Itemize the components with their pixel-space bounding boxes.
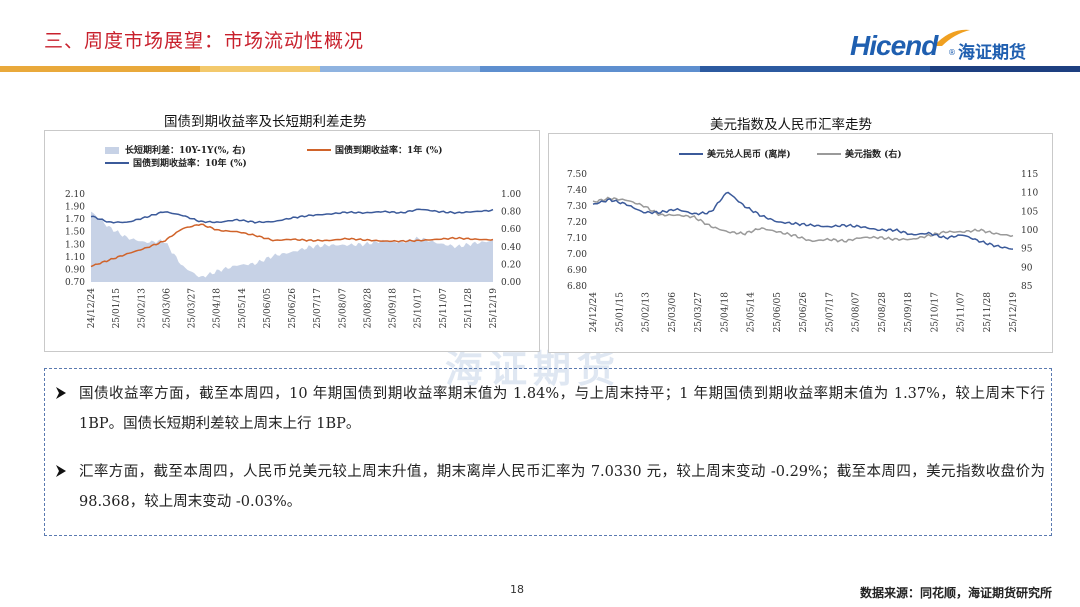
- x-tick-label: 25/08/07: [338, 288, 348, 329]
- y-right-tick-label: 1.00: [501, 190, 521, 200]
- x-tick-label: 25/08/07: [852, 292, 862, 333]
- logo-cn-text: 海证期货: [958, 43, 1026, 63]
- y-left-tick-label: 6.80: [567, 282, 587, 292]
- x-tick-label: 24/12/24: [589, 292, 599, 333]
- legend-label: 美元指数 (右): [845, 148, 902, 160]
- x-tick-label: 25/12/19: [1009, 292, 1019, 333]
- summary-paragraph-bonds: 国债收益率方面，截至本周四，10 年期国债到期收益率期末值为 1.84%，与上周…: [55, 379, 1045, 439]
- data-source: 数据来源：同花顺，海证期货研究所: [859, 586, 1052, 600]
- x-tick-label: 25/11/28: [983, 292, 993, 333]
- x-tick-label: 25/01/15: [615, 292, 625, 333]
- spread-area: [91, 211, 493, 282]
- x-tick-label: 25/02/13: [137, 288, 147, 329]
- y-left-tick-label: 7.50: [567, 170, 587, 180]
- chart2-title: 美元指数及人民币汇率走势: [710, 117, 872, 133]
- y-right-tick-label: 85: [1021, 282, 1033, 292]
- hicend-logo: Hicend ® 海证期货: [850, 26, 1050, 66]
- y-left-tick-label: 7.20: [567, 218, 587, 228]
- y-left-tick-label: 7.00: [567, 250, 587, 260]
- x-tick-label: 24/12/24: [87, 288, 97, 329]
- summary-fx-text: 汇率方面，截至本周四，人民币兑美元较上周末升值，期末离岸人民币汇率为 7.033…: [79, 464, 1045, 510]
- x-tick-label: 25/03/27: [694, 292, 704, 333]
- page-title: 三、周度市场展望：市场流动性概况: [44, 30, 365, 52]
- x-tick-label: 25/06/05: [773, 292, 783, 333]
- chart2-panel: 7.50 7.40 7.30 7.20 7.10 7.00 6.90 6.80 115 110 10…: [548, 133, 1053, 353]
- x-tick-label: 25/11/07: [957, 292, 967, 333]
- yield-10y-line: [90, 208, 494, 224]
- x-tick-label: 25/05/14: [747, 292, 757, 333]
- x-tick-label: 25/04/18: [720, 292, 730, 333]
- y-left-tick-label: 1.90: [65, 203, 85, 213]
- x-tick-label: 25/03/27: [188, 288, 198, 329]
- page-number: 18: [510, 583, 524, 596]
- y-right-tick-label: 0.60: [501, 225, 521, 235]
- x-tick-label: 25/10/17: [414, 288, 424, 329]
- legend-label: 国债到期收益率：1年 (%): [335, 144, 442, 156]
- y-left-tick-label: 7.10: [567, 234, 587, 244]
- x-tick-label: 25/05/14: [238, 288, 248, 329]
- x-tick-label: 25/06/05: [263, 288, 273, 329]
- usd-index-line: [592, 196, 1014, 243]
- arrow-bullet-icon: [56, 387, 66, 399]
- logo-registered-mark: ®: [948, 48, 956, 57]
- x-tick-label: 25/04/18: [213, 288, 223, 329]
- watermark: 海证期货: [445, 347, 622, 391]
- y-left-tick-label: 0.90: [65, 265, 85, 275]
- legend-label: 美元兑人民币 (离岸): [707, 148, 791, 160]
- y-left-tick-label: 7.30: [567, 202, 587, 212]
- y-left-tick-label: 2.10: [65, 190, 85, 200]
- fx-chart: 7.50 7.40 7.30 7.20 7.10 7.00 6.90 6.80 115 110 10…: [567, 148, 1038, 333]
- summary-bonds-text: 国债收益率方面，截至本周四，10 年期国债到期收益率期末值为 1.84%，与上周…: [79, 386, 1045, 432]
- y-right-tick-label: 0.00: [501, 278, 521, 288]
- yield-1y-line: [90, 223, 494, 268]
- y-left-tick-label: 1.10: [65, 253, 85, 263]
- summary-box: 国债收益率方面，截至本周四，10 年期国债到期收益率期末值为 1.84%，与上周…: [44, 368, 1052, 536]
- arrow-bullet-icon: [56, 465, 66, 477]
- x-tick-label: 25/09/18: [904, 292, 914, 333]
- y-left-tick-label: 1.70: [65, 215, 85, 225]
- x-tick-label: 25/02/13: [642, 292, 652, 333]
- header-stripe: [0, 66, 1080, 72]
- x-tick-label: 25/12/19: [489, 288, 499, 329]
- usdcnh-line: [592, 191, 1014, 250]
- x-tick-label: 25/10/17: [930, 292, 940, 333]
- y-left-tick-label: 7.40: [567, 186, 587, 196]
- x-tick-label: 25/08/28: [878, 292, 888, 333]
- y-left-tick-label: 6.90: [567, 266, 587, 276]
- y-right-tick-label: 105: [1021, 207, 1038, 217]
- x-tick-label: 25/09/18: [389, 288, 399, 329]
- legend-label: 长短期利差：10Y-1Y(%, 右): [125, 144, 246, 156]
- y-right-tick-label: 0.20: [501, 260, 521, 270]
- x-tick-label: 25/07/17: [313, 288, 323, 329]
- y-right-tick-label: 110: [1021, 189, 1038, 199]
- chart1-panel: 2.10 1.90 1.70 1.50 1.30 1.10 0.90 0.70 1.00 0.80…: [44, 130, 540, 352]
- x-tick-label: 25/01/15: [112, 288, 122, 329]
- y-right-tick-label: 95: [1021, 245, 1033, 255]
- logo-swoosh-icon: [934, 29, 970, 46]
- x-tick-label: 25/07/17: [825, 292, 835, 333]
- chart1-title: 国债到期收益率及长短期利差走势: [164, 114, 367, 130]
- legend-swatch: [105, 147, 119, 154]
- y-right-tick-label: 115: [1021, 170, 1038, 180]
- y-left-tick-label: 1.50: [65, 228, 85, 238]
- x-tick-label: 25/06/26: [288, 288, 298, 329]
- x-tick-label: 25/11/07: [439, 288, 449, 329]
- x-tick-label: 25/08/28: [363, 288, 373, 329]
- y-right-tick-label: 0.40: [501, 243, 521, 253]
- bond-yield-chart: 2.10 1.90 1.70 1.50 1.30 1.10 0.90 0.70 1.00 0.80…: [65, 144, 521, 329]
- x-tick-label: 25/03/06: [668, 292, 678, 333]
- y-right-tick-label: 100: [1021, 226, 1038, 236]
- x-tick-label: 25/03/06: [162, 288, 172, 329]
- logo-text: Hicend: [850, 30, 938, 61]
- x-tick-label: 25/11/28: [464, 288, 474, 329]
- summary-paragraph-fx: 汇率方面，截至本周四，人民币兑美元较上周末升值，期末离岸人民币汇率为 7.033…: [55, 457, 1045, 517]
- y-left-tick-label: 0.70: [65, 278, 85, 288]
- y-left-tick-label: 1.30: [65, 240, 85, 250]
- legend-label: 国债到期收益率：10年 (%): [133, 157, 247, 169]
- y-right-tick-label: 90: [1021, 263, 1033, 273]
- x-tick-label: 25/06/26: [799, 292, 809, 333]
- y-right-tick-label: 0.80: [501, 208, 521, 218]
